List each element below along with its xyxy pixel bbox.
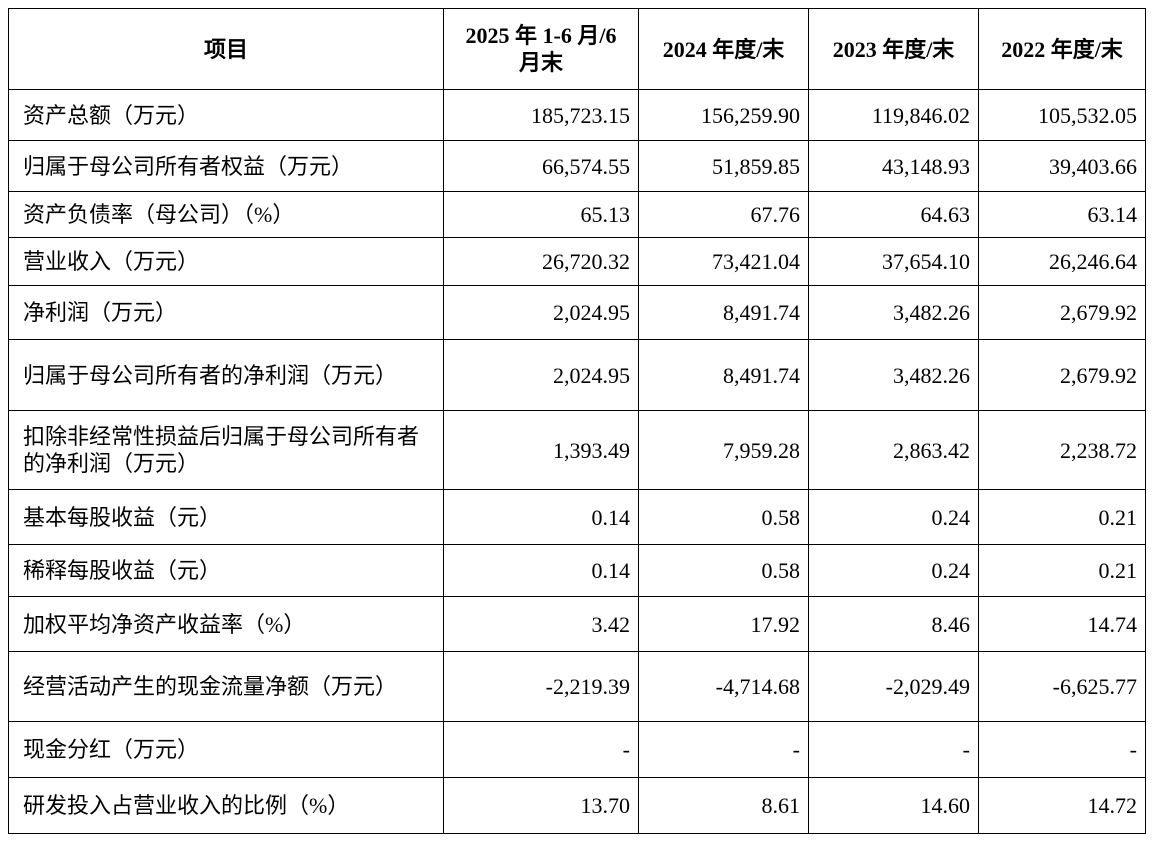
value-cell: 185,723.15 [443,89,639,141]
value-cell: - [638,721,809,778]
value-cell: 156,259.90 [638,89,809,141]
value-cell: 8.46 [808,596,979,652]
value-cell: 119,846.02 [808,89,979,141]
value-cell: 26,246.64 [978,237,1146,286]
header-row: 项目 2025 年 1-6 月/6 月末 2024 年度/末 2023 年度/末 202… [8,8,1146,90]
value-cell: - [443,721,639,778]
value-cell: 67.76 [638,191,809,238]
header-cell: 2024 年度/末 [638,8,809,90]
table-row: 资产负债率（母公司）（%） 65.13 67.76 64.63 63.14 [8,191,1146,238]
value-cell: 43,148.93 [808,140,979,192]
row-label: 扣除非经常性损益后归属于母公司所有者的净利润（万元） [8,410,444,490]
value-cell: 0.21 [978,489,1146,545]
value-cell: 2,679.92 [978,285,1146,340]
value-cell: 3,482.26 [808,285,979,340]
value-cell: 13.70 [443,777,639,834]
value-cell: 8,491.74 [638,339,809,411]
value-cell: 3,482.26 [808,339,979,411]
table-row: 扣除非经常性损益后归属于母公司所有者的净利润（万元） 1,393.49 7,959.… [8,410,1146,490]
value-cell: 17.92 [638,596,809,652]
table-row: 经营活动产生的现金流量净额（万元） -2,219.39 -4,714.68 -2,02… [8,651,1146,722]
table-row: 营业收入（万元） 26,720.32 73,421.04 37,654.10 26,24… [8,237,1146,286]
value-cell: 2,863.42 [808,410,979,490]
value-cell: 0.58 [638,544,809,597]
row-label: 资产总额（万元） [8,89,444,141]
value-cell: 8,491.74 [638,285,809,340]
value-cell: 26,720.32 [443,237,639,286]
value-cell: 2,679.92 [978,339,1146,411]
value-cell: 14.74 [978,596,1146,652]
row-label: 现金分红（万元） [8,721,444,778]
value-cell: 0.14 [443,489,639,545]
header-cell: 2022 年度/末 [978,8,1146,90]
value-cell: 0.14 [443,544,639,597]
value-cell: - [978,721,1146,778]
table-row: 研发投入占营业收入的比例（%） 13.70 8.61 14.60 14.72 [8,777,1146,834]
value-cell: 2,024.95 [443,339,639,411]
row-label: 加权平均净资产收益率（%） [8,596,444,652]
value-cell: 14.72 [978,777,1146,834]
row-label: 稀释每股收益（元） [8,544,444,597]
value-cell: 2,238.72 [978,410,1146,490]
row-label: 净利润（万元） [8,285,444,340]
value-cell: 14.60 [808,777,979,834]
header-cell: 2025 年 1-6 月/6 月末 [443,8,639,90]
value-cell: 65.13 [443,191,639,238]
value-cell: -4,714.68 [638,651,809,722]
row-label: 归属于母公司所有者的净利润（万元） [8,339,444,411]
table-row: 资产总额（万元） 185,723.15 156,259.90 119,846.02 10… [8,89,1146,141]
row-label: 营业收入（万元） [8,237,444,286]
table-row: 稀释每股收益（元） 0.14 0.58 0.24 0.21 [8,544,1146,597]
value-cell: - [808,721,979,778]
value-cell: -2,219.39 [443,651,639,722]
value-cell: 73,421.04 [638,237,809,286]
table-row: 基本每股收益（元） 0.14 0.58 0.24 0.21 [8,489,1146,545]
value-cell: 64.63 [808,191,979,238]
row-label: 基本每股收益（元） [8,489,444,545]
value-cell: 105,532.05 [978,89,1146,141]
table-row: 现金分红（万元） - - - - [8,721,1146,778]
value-cell: 7,959.28 [638,410,809,490]
value-cell: 8.61 [638,777,809,834]
value-cell: 37,654.10 [808,237,979,286]
header-cell: 2023 年度/末 [808,8,979,90]
value-cell: 63.14 [978,191,1146,238]
value-cell: 39,403.66 [978,140,1146,192]
value-cell: 0.24 [808,544,979,597]
row-label: 归属于母公司所有者权益（万元） [8,140,444,192]
table-row: 加权平均净资产收益率（%） 3.42 17.92 8.46 14.74 [8,596,1146,652]
value-cell: 3.42 [443,596,639,652]
table-row: 归属于母公司所有者的净利润（万元） 2,024.95 8,491.74 3,482.2… [8,339,1146,411]
row-label: 资产负债率（母公司）（%） [8,191,444,238]
value-cell: 1,393.49 [443,410,639,490]
table-row: 净利润（万元） 2,024.95 8,491.74 3,482.26 2,679.92 [8,285,1146,340]
value-cell: 0.21 [978,544,1146,597]
row-label: 研发投入占营业收入的比例（%） [8,777,444,834]
value-cell: 0.24 [808,489,979,545]
value-cell: 66,574.55 [443,140,639,192]
row-label: 经营活动产生的现金流量净额（万元） [8,651,444,722]
value-cell: -2,029.49 [808,651,979,722]
table-row: 归属于母公司所有者权益（万元） 66,574.55 51,859.85 43,148.… [8,140,1146,192]
value-cell: -6,625.77 [978,651,1146,722]
header-cell: 项目 [8,8,444,90]
data-table: 项目 2025 年 1-6 月/6 月末 2024 年度/末 2023 年度/末 202… [8,8,1146,834]
value-cell: 2,024.95 [443,285,639,340]
value-cell: 0.58 [638,489,809,545]
value-cell: 51,859.85 [638,140,809,192]
